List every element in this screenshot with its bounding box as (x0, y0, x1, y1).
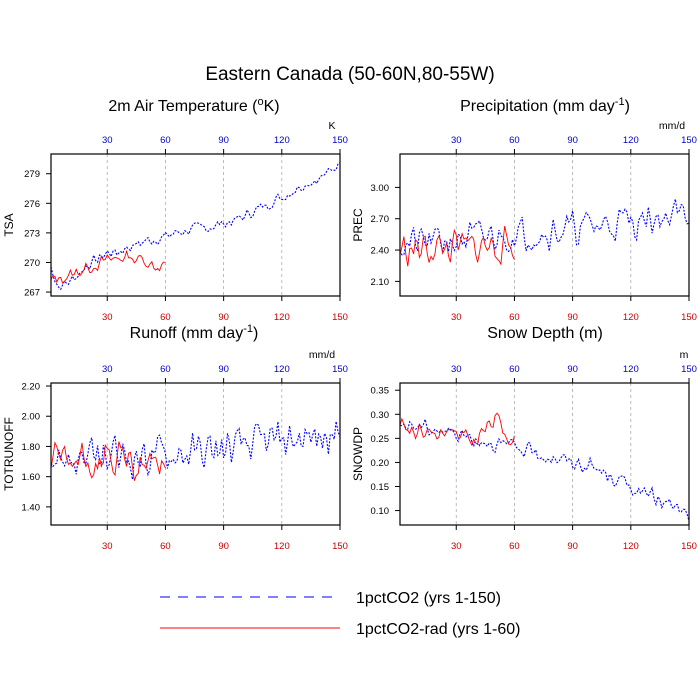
y-tick-label: 2.70 (371, 214, 390, 225)
x-tick-label-bottom: 120 (623, 541, 639, 552)
panel-title: 2m Air Temperature (oK) (108, 96, 279, 115)
x-tick-label-top: 60 (509, 135, 520, 146)
x-tick-label-top: 120 (623, 364, 639, 375)
y-tick-label: 0.20 (371, 458, 390, 469)
x-tick-label-top: 150 (681, 135, 697, 146)
x-tick-label-bottom: 120 (274, 312, 290, 323)
plot-frame (399, 382, 690, 526)
x-tick-label-top: 30 (451, 364, 462, 375)
x-tick-label-bottom: 150 (332, 312, 348, 323)
x-tick-label-top: 90 (218, 135, 229, 146)
y-tick-label: 276 (24, 199, 40, 210)
x-tick-label-top: 150 (332, 364, 348, 375)
x-tick-label-top: 150 (332, 135, 348, 146)
series-line-1pctco2-rad (400, 226, 515, 267)
legend-label-1pctco2-rad: 1pctCO2-rad (yrs 1-60) (356, 621, 521, 638)
y-tick-label: 1.60 (22, 472, 41, 483)
y-tick-label: 3.00 (371, 183, 390, 194)
x-tick-label-bottom: 60 (509, 312, 520, 323)
x-tick-label-bottom: 30 (102, 541, 113, 552)
y-tick-label: 1.80 (22, 442, 41, 453)
y-axis-label: PREC (351, 208, 365, 242)
x-tick-label-bottom: 60 (160, 312, 171, 323)
unit-label: m (680, 349, 689, 361)
x-tick-label-top: 120 (623, 135, 639, 146)
x-tick-label-top: 90 (218, 364, 229, 375)
series-line-1pctco2 (51, 162, 340, 291)
x-tick-label-bottom: 30 (102, 312, 113, 323)
series-line-1pctco2 (400, 198, 689, 256)
x-tick-label-bottom: 150 (681, 312, 697, 323)
panel-title: Precipitation (mm day-1) (460, 96, 630, 115)
series-line-1pctco2-rad (51, 249, 166, 285)
x-tick-label-bottom: 30 (451, 541, 462, 552)
x-tick-label-top: 120 (274, 364, 290, 375)
y-tick-label: 279 (24, 169, 40, 180)
y-tick-label: 273 (24, 228, 40, 239)
x-tick-label-bottom: 150 (681, 541, 697, 552)
unit-label: mm/d (309, 349, 335, 361)
y-axis-label: TOTRUNOFF (2, 417, 16, 491)
y-tick-label: 2.00 (22, 412, 41, 423)
x-tick-label-bottom: 90 (218, 541, 229, 552)
series-line-1pctco2-rad (400, 412, 515, 447)
plot-frame (399, 153, 690, 297)
panel-snowdp: Snow Depth (m) m 30 30 60 60 90 90 120 120 150 150 0… (351, 325, 697, 552)
plot-frame (50, 382, 341, 526)
panels-group: 2m Air Temperature (oK) K 30 30 60 60 90 90 120 1… (2, 96, 697, 552)
x-tick-label-top: 60 (509, 364, 520, 375)
x-tick-label-top: 30 (102, 135, 113, 146)
x-tick-label-bottom: 60 (509, 541, 520, 552)
panel-prec: Precipitation (mm day-1) mm/d 30 30 60 60 90 90… (351, 96, 697, 323)
unit-label: K (328, 120, 335, 132)
x-tick-label-top: 90 (567, 364, 578, 375)
y-tick-label: 0.35 (371, 386, 390, 397)
x-tick-label-bottom: 90 (567, 312, 578, 323)
x-tick-label-top: 150 (681, 364, 697, 375)
panel-title: Snow Depth (m) (487, 325, 603, 342)
y-tick-label: 0.30 (371, 410, 390, 421)
series-line-1pctco2 (400, 417, 689, 522)
x-tick-label-top: 30 (102, 364, 113, 375)
legend-label-1pctco2: 1pctCO2 (yrs 1-150) (356, 590, 501, 607)
panel-totrunoff: Runoff (mm day-1) mm/d 30 30 60 60 90 90 120 120 1… (2, 323, 348, 552)
x-tick-label-bottom: 30 (451, 312, 462, 323)
y-tick-label: 2.10 (371, 277, 390, 288)
x-tick-label-bottom: 90 (218, 312, 229, 323)
y-tick-label: 0.15 (371, 482, 390, 493)
x-tick-label-bottom: 120 (274, 541, 290, 552)
y-axis-label: SNOWDP (351, 427, 365, 481)
x-tick-label-top: 60 (160, 135, 171, 146)
y-tick-label: 0.10 (371, 506, 390, 517)
y-tick-label: 2.20 (22, 382, 41, 393)
x-tick-label-top: 120 (274, 135, 290, 146)
legend: 1pctCO2 (yrs 1-150) 1pctCO2-rad (yrs 1-6… (160, 590, 521, 638)
y-tick-label: 0.25 (371, 434, 390, 445)
series-line-1pctco2-rad (51, 441, 166, 481)
y-tick-label: 2.40 (371, 246, 390, 257)
x-tick-label-bottom: 120 (623, 312, 639, 323)
x-tick-label-top: 90 (567, 135, 578, 146)
panel-title: Runoff (mm day-1) (130, 323, 259, 342)
panel-tsa: 2m Air Temperature (oK) K 30 30 60 60 90 90 120 1… (2, 96, 348, 323)
y-tick-label: 1.40 (22, 502, 41, 513)
x-tick-label-bottom: 150 (332, 541, 348, 552)
x-tick-label-bottom: 90 (567, 541, 578, 552)
x-tick-label-bottom: 60 (160, 541, 171, 552)
x-tick-label-top: 60 (160, 364, 171, 375)
y-tick-label: 267 (24, 288, 40, 299)
plot-frame (50, 153, 341, 297)
figure-title: Eastern Canada (50-60N,80-55W) (205, 64, 494, 85)
y-tick-label: 270 (24, 258, 40, 269)
unit-label: mm/d (659, 120, 685, 132)
x-tick-label-top: 30 (451, 135, 462, 146)
y-axis-label: TSA (2, 213, 16, 236)
